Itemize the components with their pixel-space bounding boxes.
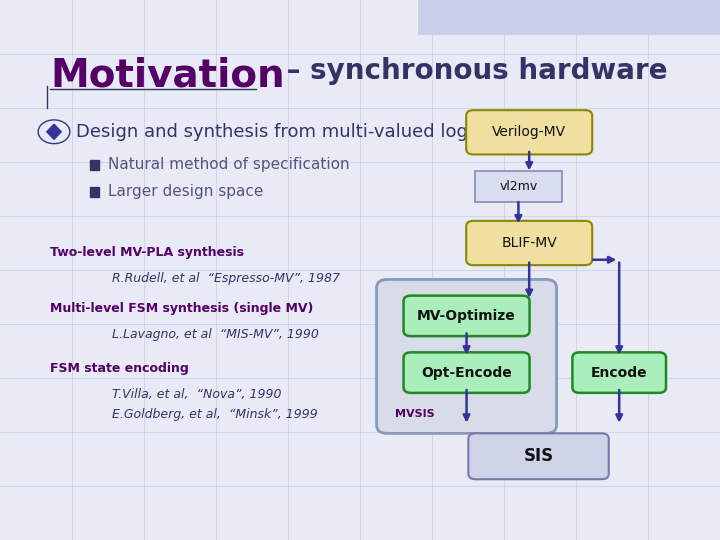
Text: L.Lavagno, et al  “MIS-MV”, 1990: L.Lavagno, et al “MIS-MV”, 1990: [112, 328, 318, 341]
FancyBboxPatch shape: [572, 353, 666, 393]
Text: – synchronous hardware: – synchronous hardware: [277, 57, 667, 85]
Bar: [90, 160, 99, 170]
Text: vl2mv: vl2mv: [499, 180, 538, 193]
Polygon shape: [47, 124, 61, 139]
FancyBboxPatch shape: [403, 296, 530, 336]
Text: MVSIS: MVSIS: [395, 409, 434, 419]
FancyBboxPatch shape: [467, 221, 593, 265]
FancyBboxPatch shape: [468, 433, 609, 480]
Text: E.Goldberg, et al,  “Minsk”, 1999: E.Goldberg, et al, “Minsk”, 1999: [112, 408, 318, 421]
Text: Natural method of specification: Natural method of specification: [108, 157, 350, 172]
Text: Multi-level FSM synthesis (single MV): Multi-level FSM synthesis (single MV): [50, 302, 314, 315]
Bar: [90, 187, 99, 197]
FancyBboxPatch shape: [475, 171, 562, 202]
Text: FSM state encoding: FSM state encoding: [50, 362, 189, 375]
Text: BLIF-MV: BLIF-MV: [501, 236, 557, 250]
Text: Two-level MV-PLA synthesis: Two-level MV-PLA synthesis: [50, 246, 244, 259]
Text: Verilog-MV: Verilog-MV: [492, 125, 566, 139]
FancyBboxPatch shape: [467, 110, 593, 154]
Text: Larger design space: Larger design space: [108, 184, 264, 199]
Text: Opt-Encode: Opt-Encode: [421, 366, 512, 380]
Text: SIS: SIS: [523, 447, 554, 465]
Text: Encode: Encode: [591, 366, 647, 380]
FancyBboxPatch shape: [377, 280, 557, 433]
Text: R.Rudell, et al  “Espresso-MV”, 1987: R.Rudell, et al “Espresso-MV”, 1987: [112, 272, 340, 285]
FancyBboxPatch shape: [403, 353, 530, 393]
Bar: [418, 0, 720, 35]
Text: T.Villa, et al,  “Nova”, 1990: T.Villa, et al, “Nova”, 1990: [112, 388, 281, 401]
Text: Motivation: Motivation: [50, 57, 285, 94]
Text: MV-Optimize: MV-Optimize: [417, 309, 516, 323]
Text: Design and synthesis from multi-valued logic: Design and synthesis from multi-valued l…: [76, 123, 482, 141]
